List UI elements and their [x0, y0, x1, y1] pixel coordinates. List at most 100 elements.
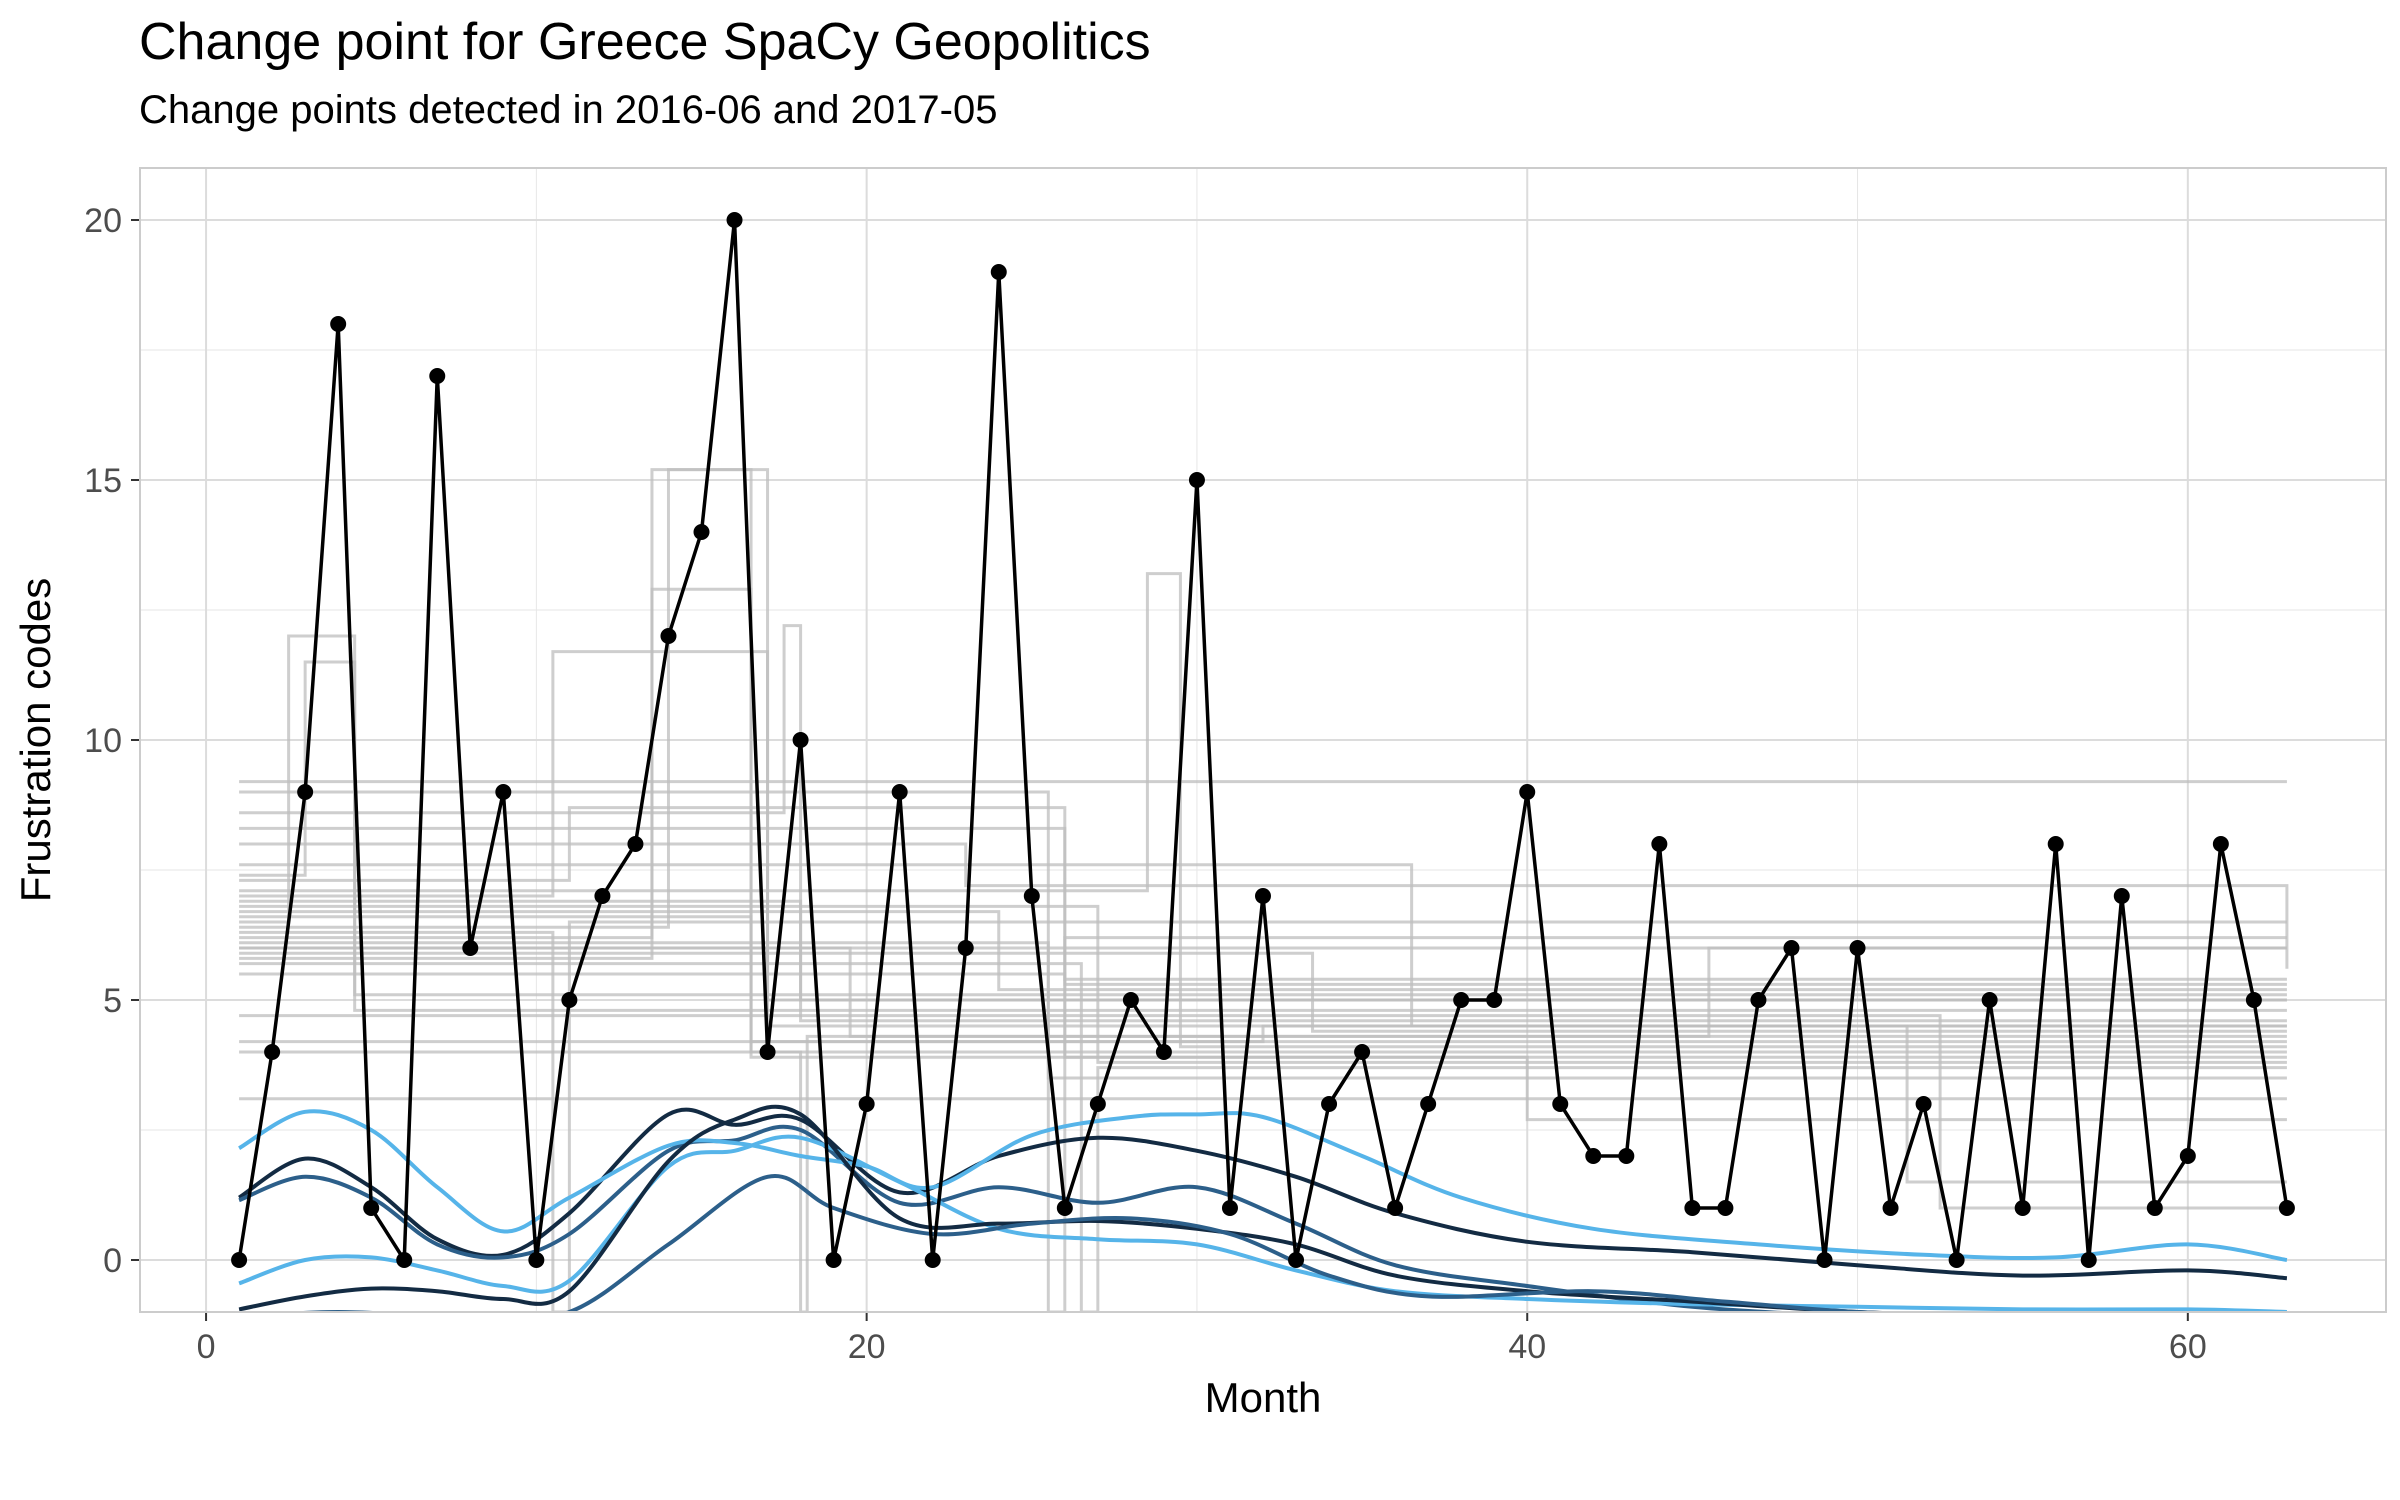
data-point — [561, 992, 578, 1008]
panel-border — [139, 167, 2387, 1313]
y-axis-title: Frustration codes — [12, 578, 59, 902]
grid-lines — [140, 168, 2386, 1312]
smooth-curves — [238, 1104, 2288, 1312]
data-point — [759, 1044, 776, 1060]
data-point — [825, 1252, 842, 1268]
changepoint-step-line — [239, 1034, 2287, 1312]
data-point — [1188, 472, 1205, 488]
data-point — [1387, 1200, 1404, 1216]
data-point — [462, 940, 479, 956]
data-point — [363, 1200, 380, 1216]
y-tick-label: 10 — [84, 722, 122, 760]
data-point — [2014, 1200, 2031, 1216]
data-point — [627, 836, 644, 852]
data-point — [1155, 1044, 1172, 1060]
changepoint-step-line — [239, 1024, 2287, 1184]
x-tick-label: 20 — [848, 1328, 886, 1366]
data-point — [396, 1252, 413, 1268]
data-point — [1816, 1252, 1833, 1268]
x-tick-label: 0 — [197, 1328, 216, 1366]
data-point — [2113, 888, 2130, 904]
data-point — [660, 628, 677, 644]
changepoint-step-line — [239, 634, 2287, 1012]
data-point — [990, 264, 1007, 280]
data-point — [1882, 1200, 1899, 1216]
data-point — [1552, 1096, 1569, 1112]
data-point — [1684, 1200, 1701, 1216]
smooth-curve — [238, 1104, 1909, 1312]
data-point — [957, 940, 974, 956]
axes: 0 20 40 60 0 5 10 15 20 Month Frustration codes — [12, 202, 2207, 1421]
changepoint-step-line — [239, 946, 2287, 1038]
data-point — [1717, 1200, 1734, 1216]
data-point — [264, 1044, 281, 1060]
changepoint-step-line — [239, 941, 2287, 1080]
data-point — [1915, 1096, 1932, 1112]
x-tick-label: 40 — [1508, 1328, 1546, 1366]
data-point — [2047, 836, 2064, 852]
y-tick-label: 5 — [103, 982, 122, 1020]
data-point — [1849, 940, 1866, 956]
changepoint-step-line — [239, 899, 2287, 1002]
data-point — [693, 524, 710, 540]
chart-title: Change point for Greece SpaCy Geopolitic… — [139, 13, 1151, 71]
data-point — [2179, 1148, 2196, 1164]
data-point — [2245, 992, 2262, 1008]
data-point — [231, 1252, 248, 1268]
data-point — [429, 368, 446, 384]
data-point — [594, 888, 611, 904]
observed-series — [231, 212, 2295, 1268]
data-point — [2278, 1200, 2295, 1216]
data-point — [1783, 940, 1800, 956]
data-point — [1023, 888, 1040, 904]
changepoint-step-line — [239, 962, 2287, 1312]
data-point — [1519, 784, 1536, 800]
data-point — [1948, 1252, 1965, 1268]
data-point — [891, 784, 908, 800]
data-point — [1354, 1044, 1371, 1060]
changepoint-step-line — [239, 972, 2287, 1122]
changepoint-step-line — [239, 1014, 2287, 1210]
data-point — [1981, 992, 1998, 1008]
data-point — [1651, 836, 1668, 852]
data-point — [1122, 992, 1139, 1008]
x-axis-title: Month — [1205, 1374, 1322, 1421]
smooth-curve — [284, 1173, 1905, 1312]
data-point — [1288, 1252, 1305, 1268]
data-point — [1420, 1096, 1437, 1112]
data-point — [1089, 1096, 1106, 1112]
data-point — [1221, 1200, 1238, 1216]
changepoint-step-line — [239, 920, 2287, 1312]
data-point — [297, 784, 314, 800]
data-point — [1453, 992, 1470, 1008]
data-point — [1486, 992, 1503, 1008]
y-tick-label: 0 — [103, 1242, 122, 1280]
x-tick-label: 60 — [2169, 1328, 2207, 1366]
data-point — [2080, 1252, 2097, 1268]
data-point — [792, 732, 809, 748]
y-tick-label: 20 — [84, 202, 122, 240]
data-point — [1585, 1148, 1602, 1164]
changepoint-step-line — [239, 572, 2287, 1049]
changepoint-step-line — [239, 806, 2287, 986]
y-tick-label: 15 — [84, 462, 122, 500]
smooth-curve — [238, 1134, 2287, 1312]
data-point — [1618, 1148, 1635, 1164]
data-point — [726, 212, 743, 228]
data-point — [858, 1096, 875, 1112]
data-point — [2146, 1200, 2163, 1216]
data-point — [495, 784, 512, 800]
smooth-curve — [238, 1124, 1801, 1312]
data-point — [1750, 992, 1767, 1008]
changepoint-step-line — [239, 842, 2289, 969]
data-point — [528, 1252, 545, 1268]
chart-subtitle: Change points detected in 2016-06 and 20… — [139, 88, 998, 132]
data-point — [2212, 836, 2229, 852]
data-point — [1056, 1200, 1073, 1216]
changepoint-step-line — [239, 624, 2287, 1023]
smooth-curve — [238, 1109, 2288, 1262]
data-point — [330, 316, 347, 332]
data-point — [924, 1252, 941, 1268]
data-point — [1321, 1096, 1338, 1112]
